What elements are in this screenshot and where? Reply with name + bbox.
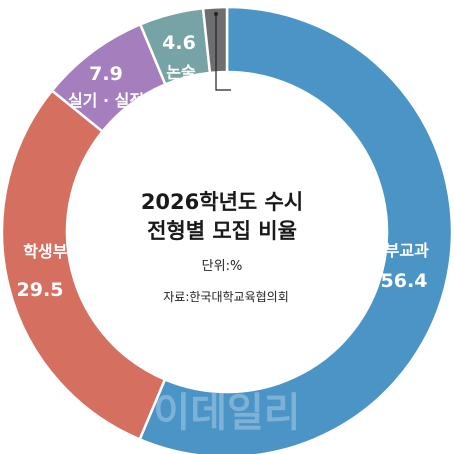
watermark: 이데일리: [153, 390, 300, 436]
category-label-school-record-comprehensive: 학생부종합: [23, 242, 97, 261]
slice-school-record-subject: [138, 5, 454, 454]
label-group: 학생부교과 56.4 학생부종합 29.5 7.9 실기 · 실적 4.6 논술 1.7 기타: [17, 12, 429, 301]
value-label-practical-skills: 7.9: [89, 63, 123, 85]
value-label-school-record-comprehensive: 29.5: [17, 279, 64, 301]
value-label-essay: 4.6: [162, 32, 196, 54]
category-label-other: 기타: [264, 84, 286, 99]
slice-school-record-comprehensive: [0, 88, 167, 442]
chart-title-line1: 2026학년도 수시: [141, 190, 303, 214]
slice-group: [0, 5, 454, 454]
unit-label: 단위:%: [202, 259, 243, 274]
source-label: 자료:한국대학교육협의회: [163, 290, 288, 304]
leader-line-other: [215, 14, 231, 91]
category-label-school-record-subject: 학생부교과: [355, 241, 429, 260]
value-label-school-record-subject: 56.4: [381, 270, 428, 292]
chart-title-line2: 전형별 모집 비율: [147, 219, 297, 243]
slice-other: [201, 5, 229, 75]
category-label-practical-skills: 실기 · 실적: [68, 91, 144, 110]
leader-dot-other: [214, 12, 218, 16]
category-label-essay: 논술: [166, 63, 196, 82]
value-label-other: 1.7: [234, 82, 261, 100]
